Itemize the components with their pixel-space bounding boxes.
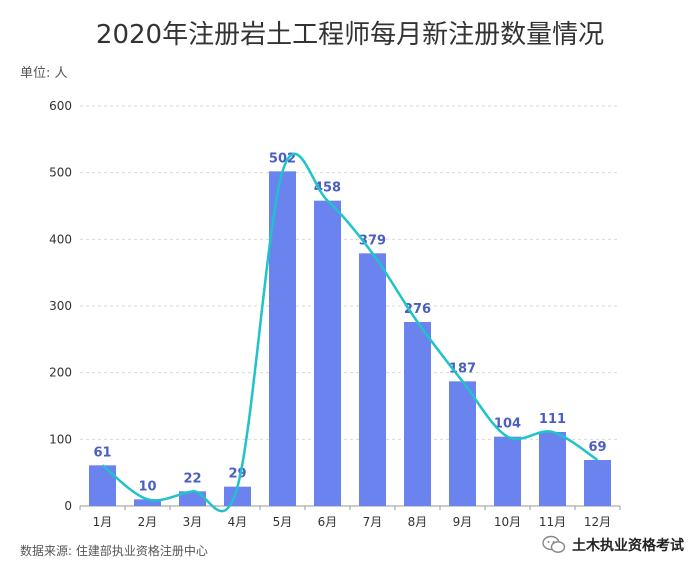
bar (539, 432, 566, 506)
y-tick-label: 300 (49, 299, 72, 313)
bar (269, 171, 296, 507)
data-label: 22 (183, 471, 201, 486)
y-tick-label: 0 (64, 499, 72, 513)
y-tick-label: 500 (49, 166, 72, 180)
x-tick-label: 11月 (539, 515, 566, 529)
bar (449, 381, 476, 506)
x-tick-label: 7月 (363, 515, 383, 529)
bar (404, 322, 431, 506)
unit-label: 单位: 人 (20, 66, 68, 81)
y-tick-label: 200 (49, 366, 72, 380)
bar (89, 465, 116, 506)
bar (314, 200, 341, 506)
data-label: 111 (539, 412, 566, 427)
y-tick-label: 100 (49, 432, 72, 446)
trend-line (101, 152, 599, 513)
x-tick-label: 4月 (228, 515, 248, 529)
data-label: 61 (93, 445, 111, 460)
source-label: 数据来源: 住建部执业资格注册中心 (20, 544, 208, 558)
bar (584, 460, 611, 506)
x-tick-label: 10月 (494, 515, 521, 529)
y-tick-label: 400 (49, 232, 72, 246)
watermark: 土木执业资格考试 (542, 535, 684, 555)
data-label: 29 (228, 467, 246, 482)
x-tick-label: 9月 (453, 515, 473, 529)
x-tick-label: 12月 (584, 515, 611, 529)
x-tick-label: 5月 (273, 515, 293, 529)
chart-title: 2020年注册岩土工程师每月新注册数量情况 (95, 20, 605, 50)
x-tick-label: 6月 (318, 515, 338, 529)
y-tick-label: 600 (49, 99, 72, 113)
bar (134, 499, 161, 506)
data-label: 104 (494, 417, 521, 432)
bar (359, 253, 386, 506)
wechat-icon (542, 535, 566, 553)
data-label: 10 (138, 479, 156, 494)
bar (494, 436, 521, 506)
x-tick-label: 3月 (183, 515, 203, 529)
watermark-text: 土木执业资格考试 (572, 538, 684, 554)
x-tick-label: 8月 (408, 515, 428, 529)
data-label: 69 (588, 440, 606, 455)
x-tick-label: 2月 (138, 515, 158, 529)
x-tick-label: 1月 (93, 515, 113, 529)
bar (224, 486, 251, 506)
